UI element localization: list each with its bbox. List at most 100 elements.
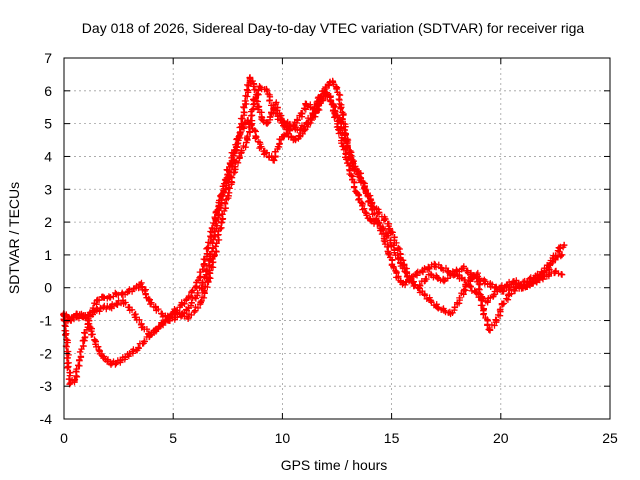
data-point bbox=[504, 281, 511, 288]
data-point bbox=[368, 199, 376, 206]
data-point bbox=[209, 225, 216, 232]
data-point bbox=[172, 307, 179, 314]
x-tick-label: 20 bbox=[493, 430, 509, 446]
data-point bbox=[250, 81, 258, 88]
data-point bbox=[283, 130, 290, 137]
data-point bbox=[349, 156, 356, 163]
data-point bbox=[159, 310, 166, 318]
series-track-c bbox=[60, 83, 566, 338]
data-point bbox=[552, 254, 559, 262]
data-point bbox=[499, 300, 507, 308]
data-point bbox=[375, 209, 382, 216]
data-point bbox=[386, 251, 393, 259]
data-point bbox=[252, 133, 260, 140]
data-point bbox=[545, 264, 553, 272]
data-point bbox=[178, 310, 186, 318]
x-tick-label: 15 bbox=[384, 430, 400, 446]
data-point bbox=[460, 287, 467, 295]
data-point bbox=[137, 281, 144, 288]
data-point bbox=[257, 84, 264, 91]
y-tick-label: -4 bbox=[40, 411, 53, 427]
data-point bbox=[432, 261, 439, 268]
data-point bbox=[274, 143, 282, 150]
data-point bbox=[287, 133, 295, 140]
plus-markers bbox=[60, 83, 566, 338]
data-point bbox=[113, 300, 120, 308]
series-track-a bbox=[60, 74, 568, 388]
data-point bbox=[418, 268, 426, 275]
series-track-b bbox=[60, 89, 566, 368]
y-tick-label: -3 bbox=[40, 378, 53, 394]
data-point bbox=[91, 337, 98, 344]
data-point bbox=[499, 287, 507, 295]
data-point bbox=[322, 90, 330, 98]
data-point bbox=[394, 274, 402, 282]
data-point bbox=[231, 146, 238, 154]
data-point bbox=[106, 304, 114, 311]
data-point bbox=[126, 304, 133, 311]
data-point bbox=[87, 310, 94, 318]
data-point bbox=[556, 245, 563, 252]
plus-markers bbox=[60, 74, 568, 388]
data-point bbox=[218, 218, 225, 226]
data-point bbox=[119, 297, 127, 305]
data-point bbox=[80, 314, 87, 321]
data-point bbox=[506, 284, 513, 291]
data-point bbox=[67, 379, 74, 387]
data-point bbox=[486, 281, 494, 288]
data-point bbox=[458, 274, 465, 282]
data-point bbox=[307, 104, 314, 111]
grid bbox=[64, 58, 610, 419]
data-point bbox=[303, 100, 310, 108]
data-point bbox=[139, 340, 146, 347]
data-point bbox=[152, 304, 159, 311]
data-point bbox=[453, 268, 461, 275]
data-point bbox=[539, 271, 546, 278]
data-point bbox=[414, 284, 422, 291]
data-point bbox=[263, 120, 271, 127]
data-point bbox=[525, 281, 533, 288]
data-point bbox=[290, 123, 297, 131]
x-axis-label: GPS time / hours bbox=[281, 457, 388, 473]
data-point bbox=[342, 136, 349, 144]
data-point bbox=[486, 327, 494, 334]
y-tick-label: 6 bbox=[44, 83, 52, 99]
data-point bbox=[338, 104, 345, 111]
data-point bbox=[132, 314, 140, 321]
y-axis-tick-labels: -4 -3 -2 -1 0 1 2 3 4 5 6 7 bbox=[40, 50, 53, 427]
x-axis-tick-labels: 0 5 10 15 20 25 bbox=[60, 430, 618, 446]
y-axis-label: SDTVAR / TECUs bbox=[6, 182, 22, 294]
data-point bbox=[263, 87, 271, 95]
y-tick-label: 2 bbox=[44, 214, 52, 230]
data-point bbox=[394, 245, 402, 252]
data-point bbox=[211, 251, 218, 259]
data-point bbox=[121, 353, 129, 360]
data-point bbox=[152, 327, 159, 334]
data-point bbox=[139, 323, 146, 331]
data-point bbox=[185, 304, 192, 311]
data-point bbox=[270, 107, 277, 114]
data-point bbox=[250, 97, 258, 104]
data-point bbox=[303, 120, 310, 127]
data-point bbox=[421, 291, 428, 298]
data-point bbox=[447, 310, 454, 318]
data-point bbox=[484, 297, 491, 305]
data-point bbox=[375, 218, 382, 226]
data-point bbox=[298, 110, 306, 117]
data-point bbox=[218, 192, 225, 200]
data-point bbox=[261, 149, 269, 157]
data-point bbox=[222, 176, 229, 183]
data-point bbox=[558, 251, 566, 259]
data-point bbox=[349, 176, 356, 183]
data-point bbox=[80, 337, 87, 344]
data-point bbox=[493, 284, 500, 291]
data-point bbox=[202, 271, 210, 278]
data-point bbox=[119, 291, 127, 298]
data-point bbox=[353, 189, 360, 196]
plus-markers bbox=[60, 89, 566, 368]
data-point bbox=[381, 215, 389, 223]
y-tick-label: 7 bbox=[44, 50, 52, 66]
data-point bbox=[204, 277, 212, 285]
data-point bbox=[141, 287, 149, 295]
